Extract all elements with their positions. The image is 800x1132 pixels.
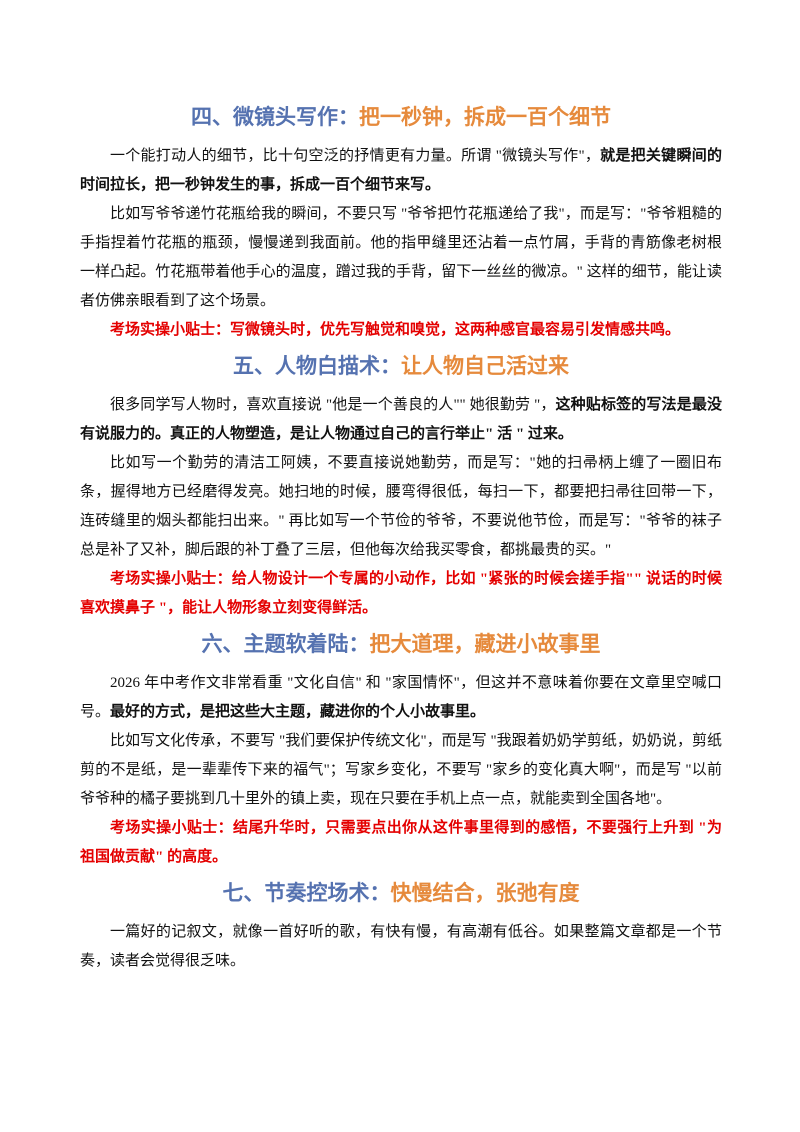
text: 比如写文化传承，不要写 "我们要保护传统文化"，而是写 "我跟着奶奶学剪纸，奶奶… xyxy=(80,733,722,807)
section-heading: 四、微镜头写作：把一秒钟，拆成一百个细节 xyxy=(80,102,722,132)
text: 比如写爷爷递竹花瓶给我的瞬间，不要只写 "爷爷把竹花瓶递给了我"，而是写："爷爷… xyxy=(80,206,722,309)
text: 很多同学写人物时，喜欢直接说 "他是一个善良的人"" 她很勤劳 "， xyxy=(110,397,556,413)
heading-title: 让人物自己活过来 xyxy=(401,354,569,378)
exam-tip: 考场实操小贴士：给人物设计一个专属的小动作，比如 "紧张的时候会搓手指"" 说话… xyxy=(80,571,722,616)
bold-text: 最好的方式，是把这些大主题，藏进你的个人小故事里。 xyxy=(110,704,486,720)
heading-title: 把大道理，藏进小故事里 xyxy=(369,632,601,656)
heading-title: 把一秒钟，拆成一百个细节 xyxy=(359,105,611,129)
heading-title: 快慢结合，张弛有度 xyxy=(390,881,580,905)
paragraph: 一篇好的记叙文，就像一首好听的歌，有快有慢，有高潮有低谷。如果整篇文章都是一个节… xyxy=(80,918,722,976)
heading-number: 五、人物白描术： xyxy=(233,354,401,378)
paragraph: 一个能打动人的细节，比十句空泛的抒情更有力量。所谓 "微镜头写作"，就是把关键瞬… xyxy=(80,142,722,200)
paragraph: 比如写爷爷递竹花瓶给我的瞬间，不要只写 "爷爷把竹花瓶递给了我"，而是写："爷爷… xyxy=(80,200,722,316)
bold-text: 就是把关键瞬间的时间拉长，把一秒钟发生的事，拆成一百个细节来写。 xyxy=(80,148,722,193)
bold-text: 这种贴标签的写法是最没有说服力的。真正的人物塑造，是让人物通过自己的言行举止" … xyxy=(80,397,722,442)
exam-tip: 考场实操小贴士：写微镜头时，优先写触觉和嗅觉，这两种感官最容易引发情感共鸣。 xyxy=(110,322,681,338)
paragraph: 比如写一个勤劳的清洁工阿姨，不要直接说她勤劳，而是写："她的扫帚柄上缠了一圈旧布… xyxy=(80,449,722,565)
text: 一篇好的记叙文，就像一首好听的歌，有快有慢，有高潮有低谷。如果整篇文章都是一个节… xyxy=(80,924,722,969)
heading-number: 四、微镜头写作： xyxy=(191,105,359,129)
text: 一个能打动人的细节，比十句空泛的抒情更有力量。所谓 "微镜头写作"， xyxy=(110,148,601,164)
exam-tip: 考场实操小贴士：结尾升华时，只需要点出你从这件事里得到的感悟，不要强行上升到 "… xyxy=(80,820,722,865)
section-heading: 六、主题软着陆：把大道理，藏进小故事里 xyxy=(80,629,722,659)
heading-number: 六、主题软着陆： xyxy=(201,632,370,656)
paragraph: 比如写文化传承，不要写 "我们要保护传统文化"，而是写 "我跟着奶奶学剪纸，奶奶… xyxy=(80,727,722,814)
heading-number: 七、节奏控场术： xyxy=(222,881,391,905)
text: 2026 年中考作文非常看重 "文化自信" 和 "家国情怀"，但这并不意味着你要… xyxy=(80,675,722,720)
text: 比如写一个勤劳的清洁工阿姨，不要直接说她勤劳，而是写："她的扫帚柄上缠了一圈旧布… xyxy=(80,455,722,558)
paragraph: 很多同学写人物时，喜欢直接说 "他是一个善良的人"" 她很勤劳 "，这种贴标签的… xyxy=(80,391,722,449)
section-heading: 五、人物白描术：让人物自己活过来 xyxy=(80,351,722,381)
paragraph: 2026 年中考作文非常看重 "文化自信" 和 "家国情怀"，但这并不意味着你要… xyxy=(80,669,722,727)
section-heading: 七、节奏控场术：快慢结合，张弛有度 xyxy=(80,878,722,908)
